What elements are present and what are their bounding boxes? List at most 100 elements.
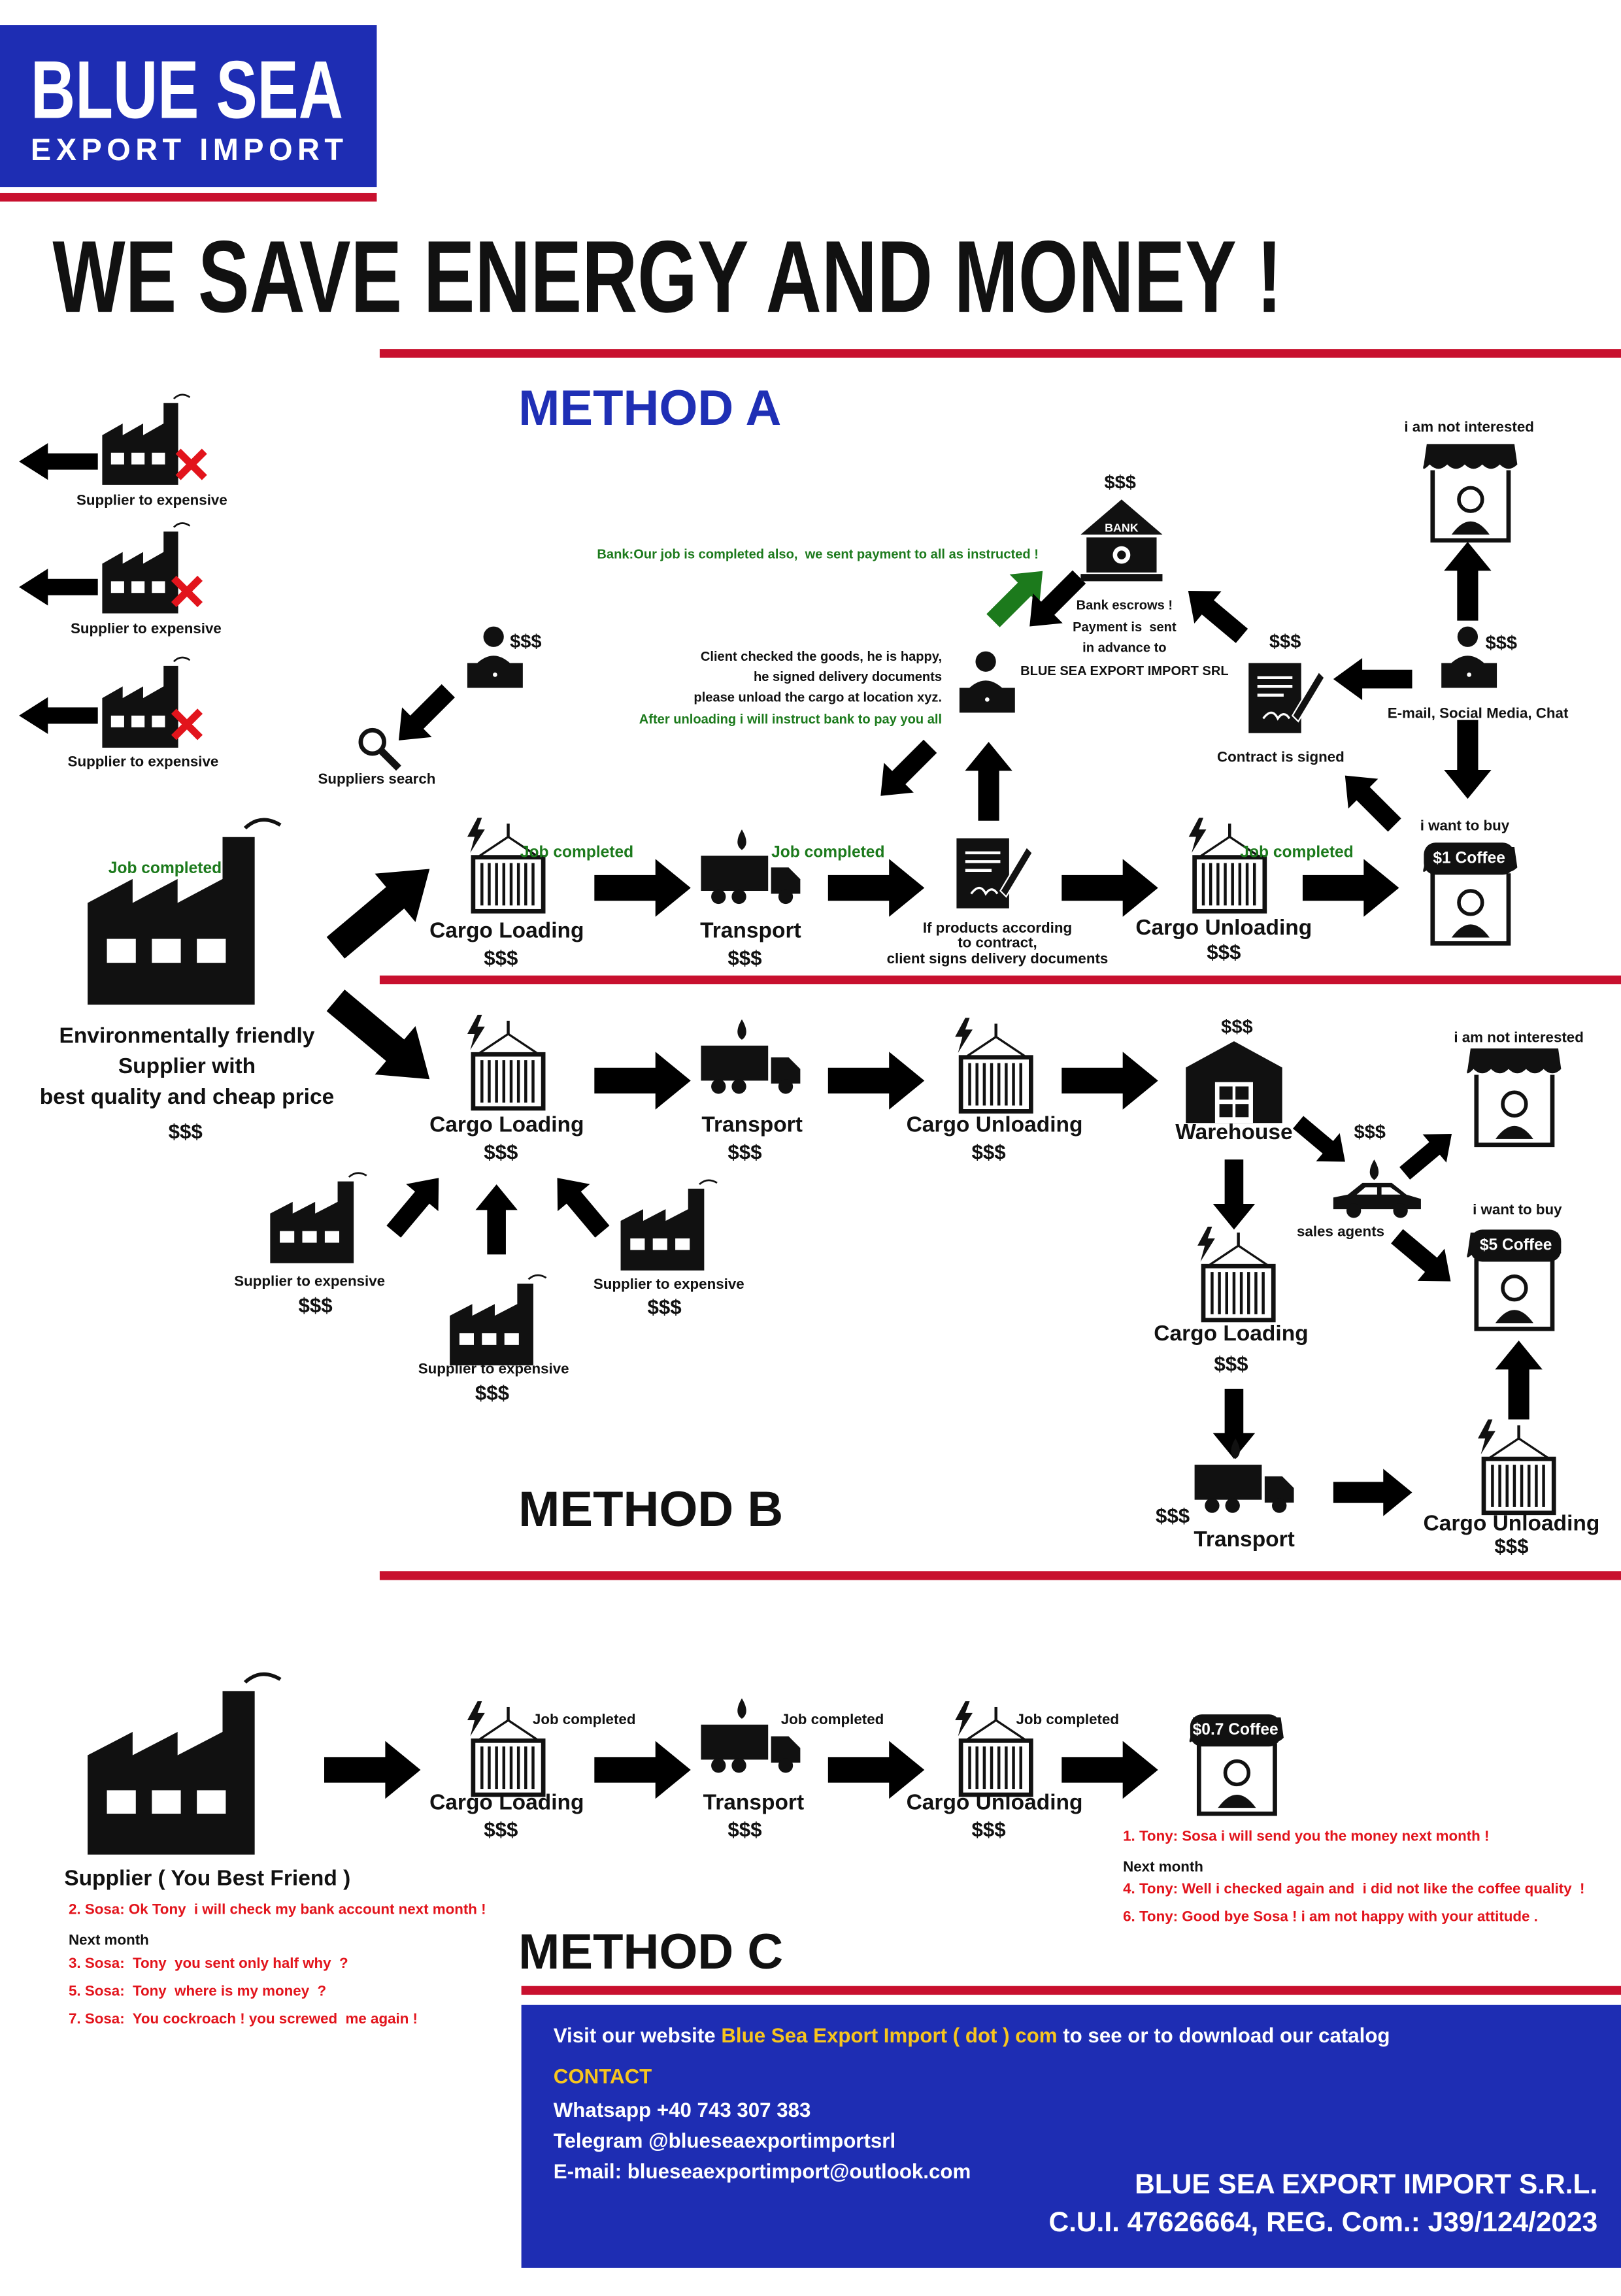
- arrow: [1061, 859, 1158, 917]
- arrow: [965, 742, 1012, 821]
- dialogue-line: 6. Tony: Good bye Sosa ! i am not happy …: [1123, 1908, 1538, 1925]
- label: CONTACT: [554, 2065, 652, 2088]
- label: $$$: [1221, 1017, 1252, 1038]
- factory-icon: [88, 1674, 280, 1855]
- label: $1 Coffee: [1433, 849, 1505, 867]
- label: $$$: [1207, 940, 1241, 963]
- label: Cargo Unloading: [907, 1790, 1083, 1814]
- price-banner: [1190, 1714, 1281, 1747]
- arrow: [1444, 542, 1492, 621]
- label: Cargo Unloading: [1424, 1512, 1600, 1536]
- website-suffix: to see or to download our catalog: [1058, 2024, 1390, 2047]
- logo-rule: [0, 193, 377, 202]
- label: Payment is sent: [1073, 620, 1177, 635]
- arrow: [324, 1740, 421, 1799]
- factory-icon: [101, 393, 191, 486]
- dialogue-line: 7. Sosa: You cockroach ! you screwed me …: [69, 2010, 418, 2027]
- cargo-icon: [1478, 1420, 1554, 1513]
- method-title: METHOD C: [518, 1924, 783, 1980]
- label: please unload the cargo at location xyz.: [694, 690, 942, 705]
- website-prefix: Visit our website: [554, 2024, 722, 2047]
- label: $$$: [169, 1120, 203, 1143]
- label: $0.7 Coffee: [1193, 1721, 1278, 1739]
- label: he signed delivery documents: [754, 670, 942, 684]
- arrow: [1495, 1340, 1543, 1420]
- label: $$$: [1214, 1352, 1248, 1375]
- label: Supplier to expensive: [234, 1273, 385, 1289]
- label: Supplier to expensive: [418, 1361, 569, 1377]
- cargo-icon: [1189, 818, 1265, 911]
- arrow: [475, 1184, 518, 1255]
- label: Job completed: [520, 843, 633, 861]
- contract-icon: [956, 839, 1032, 908]
- label: Job completed: [781, 1711, 884, 1727]
- label: Supplier to expensive: [76, 491, 227, 508]
- label: After unloading i will instruct bank to …: [639, 712, 942, 727]
- label: client signs delivery documents: [887, 950, 1109, 967]
- arrow: [315, 844, 450, 973]
- arrow: [1393, 1120, 1464, 1188]
- arrow: [19, 442, 98, 480]
- dialogue-line: Next month: [69, 1931, 149, 1948]
- person-icon: [959, 651, 1015, 713]
- label: $$$: [484, 1140, 518, 1163]
- label: $$$: [484, 946, 518, 969]
- footer-box: [521, 2005, 1621, 2268]
- label: $$$: [1486, 633, 1517, 654]
- contact-line: Whatsapp +40 743 307 383: [554, 2099, 811, 2121]
- label: C.U.I. 47626664, REG. Com.: J39/124/2023: [1048, 2206, 1597, 2237]
- label: BANK: [1105, 522, 1139, 535]
- dialogue-line: 1. Tony: Sosa i will send you the money …: [1123, 1828, 1489, 1844]
- label: $$$: [727, 946, 761, 969]
- factory-icon: [88, 820, 280, 1005]
- label: Supplier to expensive: [71, 620, 222, 637]
- logo-title: BLUE SEA: [31, 44, 343, 136]
- label: Transport: [1194, 1527, 1295, 1552]
- contact-line: Telegram @blueseaexportimportsrl: [554, 2129, 895, 2152]
- label: BLUE SEA EXPORT IMPORT SRL: [1020, 664, 1229, 678]
- label: Job completed: [1016, 1711, 1119, 1727]
- search-icon: [361, 730, 399, 768]
- arrow: [19, 697, 98, 735]
- arrow: [1302, 859, 1399, 917]
- factory-icon: [269, 1172, 368, 1265]
- label: $$$: [299, 1294, 333, 1317]
- label: $$$: [1156, 1505, 1190, 1527]
- cargo-icon: [467, 818, 543, 911]
- dialogue-line: 2. Sosa: Ok Tony i will check my bank ac…: [69, 1901, 486, 1917]
- cargo-icon: [467, 1701, 543, 1795]
- label: $$$: [1354, 1122, 1385, 1143]
- truck-icon: [1194, 1438, 1294, 1513]
- bank-icon: [1080, 499, 1163, 582]
- label: $$$: [1494, 1535, 1528, 1558]
- label: in advance to: [1082, 641, 1166, 655]
- arrow: [594, 859, 691, 917]
- arrow: [865, 731, 945, 811]
- arrow: [384, 676, 463, 756]
- label: $$$: [510, 631, 541, 652]
- label: Supplier with: [118, 1054, 256, 1078]
- arrow: [1061, 1052, 1158, 1110]
- label: $$$: [647, 1295, 681, 1318]
- price-banner: [1470, 1229, 1562, 1262]
- label: $5 Coffee: [1480, 1236, 1552, 1254]
- label: $$$: [1269, 631, 1301, 652]
- label: Environmentally friendly: [59, 1023, 315, 1048]
- label: $$$: [475, 1382, 509, 1405]
- label: Client checked the goods, he is happy,: [701, 650, 942, 664]
- label: Bank escrows !: [1077, 599, 1173, 613]
- warehouse-icon: [1186, 1041, 1282, 1123]
- label: $$$: [971, 1818, 1005, 1841]
- headline: WE SAVE ENERGY AND MONEY !: [52, 220, 1282, 334]
- arrow: [594, 1740, 691, 1799]
- arrow: [1175, 574, 1256, 652]
- label: Cargo Loading: [429, 1790, 584, 1814]
- label: Warehouse: [1175, 1120, 1292, 1144]
- arrow: [1286, 1108, 1358, 1176]
- arrow: [1444, 720, 1492, 799]
- label: $$$: [727, 1818, 761, 1841]
- label: i want to buy: [1473, 1201, 1562, 1218]
- label: Cargo Loading: [1154, 1322, 1308, 1346]
- label: BLUE SEA EXPORT IMPORT S.R.L.: [1135, 2169, 1597, 2199]
- truck-icon: [701, 1019, 801, 1094]
